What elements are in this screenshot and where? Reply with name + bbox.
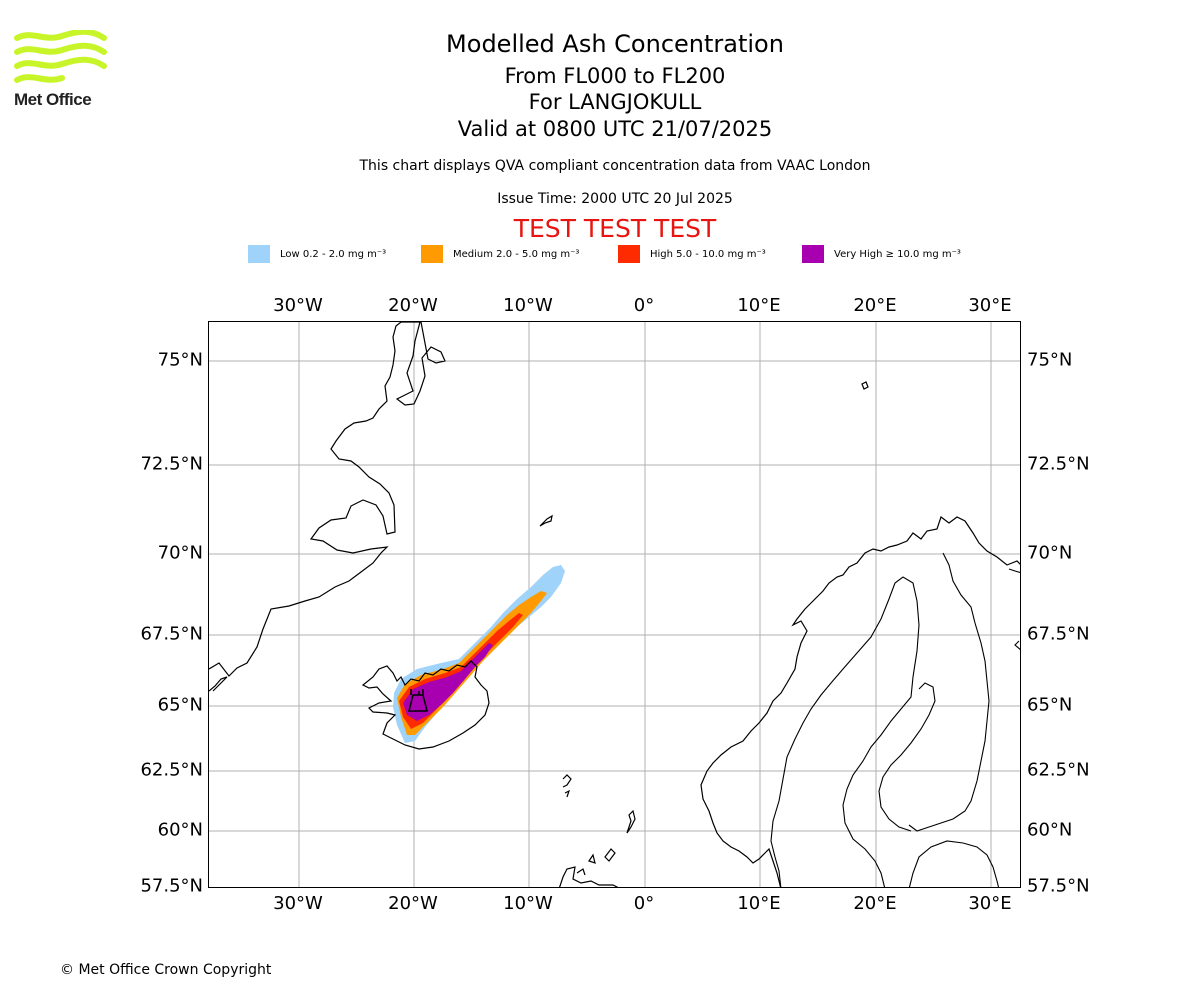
lon-tick-bottom: 30°E xyxy=(968,893,1012,914)
lon-tick-bottom: 20°E xyxy=(853,893,897,914)
lat-tick-right: 70°N xyxy=(1027,542,1073,564)
flight-level-range: From FL000 to FL200 xyxy=(504,64,726,88)
bear-island xyxy=(861,381,869,390)
jan-mayen-island xyxy=(539,514,553,527)
legend-swatch-very-high xyxy=(802,245,824,263)
lon-tick-bottom: 20°W xyxy=(388,893,438,914)
lat-tick-right: 60°N xyxy=(1027,819,1073,841)
lat-tick-left: 75°N xyxy=(157,349,203,371)
issue-time: Issue Time: 2000 UTC 20 Jul 2025 xyxy=(497,191,733,207)
met-office-logo xyxy=(14,28,109,92)
valid-time: Valid at 0800 UTC 21/07/2025 xyxy=(457,117,773,141)
legend-swatch-high xyxy=(618,245,640,263)
legend-label-high: High 5.0 - 10.0 mg m⁻³ xyxy=(650,248,766,260)
legend-item-high: High 5.0 - 10.0 mg m⁻³ xyxy=(618,244,766,264)
estonia-coast xyxy=(908,840,1000,889)
legend-label-very-high: Very High ≥ 10.0 mg m⁻³ xyxy=(834,248,961,260)
lat-tick-left: 70°N xyxy=(157,542,203,564)
lon-tick-bottom: 10°E xyxy=(737,893,781,914)
lon-tick-top: 0° xyxy=(633,295,655,316)
lon-tick-top: 20°E xyxy=(853,295,897,316)
map-panel xyxy=(208,321,1022,889)
iceland-coastline xyxy=(361,660,490,750)
lat-tick-left: 72.5°N xyxy=(140,453,203,475)
lat-tick-right: 62.5°N xyxy=(1027,759,1090,781)
lon-tick-top: 20°W xyxy=(388,295,438,316)
lon-tick-top: 10°E xyxy=(737,295,781,316)
lat-tick-right: 65°N xyxy=(1027,694,1073,716)
map-canvas xyxy=(209,322,1022,889)
legend-swatch-medium xyxy=(421,245,443,263)
greenland-south-tip xyxy=(209,676,228,692)
volcano-name: For LANGJOKULL xyxy=(528,90,702,114)
shetland-islands xyxy=(626,809,636,834)
finland-russia-border xyxy=(908,552,990,832)
test-banner: TEST TEST TEST xyxy=(513,214,717,243)
legend-swatch-low xyxy=(248,245,270,263)
lon-tick-bottom: 10°W xyxy=(503,893,553,914)
graticule xyxy=(209,322,1022,889)
ash-very-high xyxy=(403,643,493,721)
copyright-notice: © Met Office Crown Copyright xyxy=(60,962,272,978)
lat-tick-left: 57.5°N xyxy=(140,875,203,897)
kola-coast xyxy=(1008,568,1022,652)
legend-label-low: Low 0.2 - 2.0 mg m⁻³ xyxy=(280,248,387,260)
lat-tick-right: 67.5°N xyxy=(1027,623,1090,645)
legend-item-medium: Medium 2.0 - 5.0 mg m⁻³ xyxy=(421,244,579,264)
sweden-finland-border xyxy=(770,576,920,889)
legend-label-medium: Medium 2.0 - 5.0 mg m⁻³ xyxy=(453,248,580,260)
lon-tick-bottom: 0° xyxy=(633,893,655,914)
faroe-islands xyxy=(562,774,572,798)
chart-description: This chart displays QVA compliant concen… xyxy=(359,158,871,174)
volcano-marker-icon xyxy=(408,689,428,712)
greenland-coastline xyxy=(209,322,446,677)
lon-tick-bottom: 30°W xyxy=(273,893,323,914)
lat-tick-right: 75°N xyxy=(1027,349,1073,371)
legend-item-very-high: Very High ≥ 10.0 mg m⁻³ xyxy=(802,244,961,264)
lat-tick-right: 57.5°N xyxy=(1027,875,1090,897)
scandinavia-coastline xyxy=(700,516,1022,889)
lat-tick-left: 67.5°N xyxy=(140,623,203,645)
met-office-logo-text: Met Office xyxy=(14,90,92,109)
lon-tick-top: 10°W xyxy=(503,295,553,316)
lat-tick-right: 72.5°N xyxy=(1027,453,1090,475)
lon-tick-top: 30°E xyxy=(968,295,1012,316)
lon-tick-top: 30°W xyxy=(273,295,323,316)
chart-title: Modelled Ash Concentration xyxy=(446,30,784,58)
legend-item-low: Low 0.2 - 2.0 mg m⁻³ xyxy=(248,244,386,264)
lat-tick-left: 62.5°N xyxy=(140,759,203,781)
lat-tick-left: 65°N xyxy=(157,694,203,716)
met-office-wave-icon xyxy=(14,28,107,83)
gulf-of-bothnia-coast xyxy=(878,682,936,832)
scotland-coastline xyxy=(558,848,622,889)
lat-tick-left: 60°N xyxy=(157,819,203,841)
